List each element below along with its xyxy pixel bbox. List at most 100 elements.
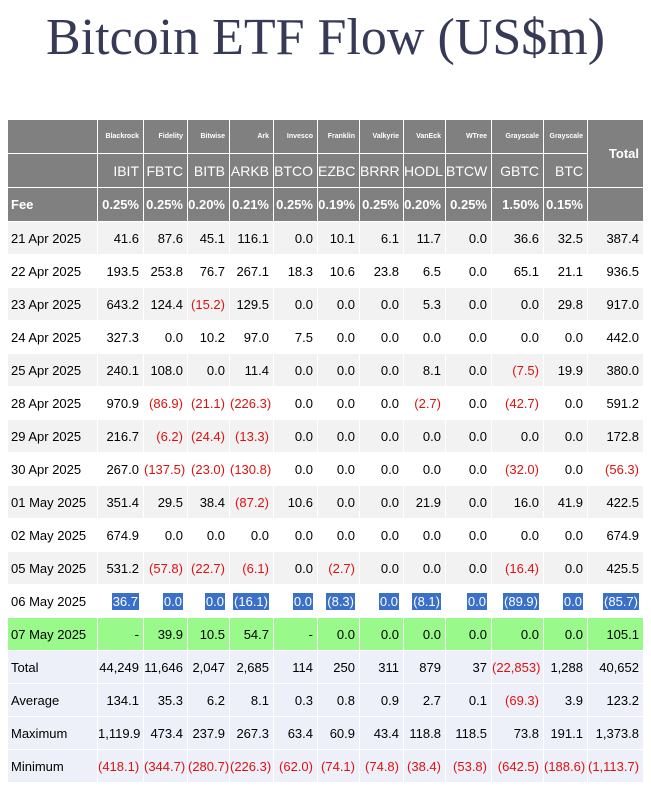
- flow-value: 172.8: [587, 419, 644, 453]
- date: 22 Apr 2025: [7, 254, 98, 288]
- flow-value: 8.1: [403, 353, 446, 387]
- summary-value: 237.9: [187, 716, 230, 750]
- summary-value: 118.8: [403, 716, 446, 750]
- flow-value: 0.0: [543, 518, 588, 552]
- flow-value: (24.4): [187, 419, 230, 453]
- flow-value: (16.4): [491, 551, 544, 585]
- flow-value: 0.0: [445, 518, 492, 552]
- flow-value: (15.2): [187, 287, 230, 321]
- flow-value: 0.0: [359, 419, 404, 453]
- issuer-name: Ark: [229, 119, 274, 154]
- issuer-name: Grayscale: [543, 119, 588, 154]
- flow-value: 0.0: [543, 452, 588, 486]
- date: 01 May 2025: [7, 485, 98, 519]
- flow-value: 10.6: [273, 485, 318, 519]
- flow-value: 0.0: [317, 353, 360, 387]
- summary-label: Average: [7, 683, 98, 717]
- data-row: 28 Apr 2025 970.9 (86.9) (21.1) (226.3) 0.0 0.…: [7, 386, 644, 420]
- summary-row: Total 44,249 11,646 2,047 2,685 114 250 311 879 3…: [7, 650, 644, 684]
- fee: 0.25%: [97, 187, 144, 222]
- date: 21 Apr 2025: [7, 221, 98, 255]
- flow-value: -: [273, 617, 318, 651]
- flow-value: 97.0: [229, 320, 274, 354]
- date: 07 May 2025: [7, 617, 98, 651]
- ticker: BTCW: [445, 153, 492, 188]
- data-row: 06 May 2025 36.7 0.0 0.0 (16.1) 0.0 (8.3) 0.0 (8…: [7, 584, 644, 618]
- issuer-name: Blackrock: [97, 119, 144, 154]
- summary-value: 250: [317, 650, 360, 684]
- flow-value: (6.1): [229, 551, 274, 585]
- issuer-name: Grayscale: [491, 119, 544, 154]
- ticker: GBTC: [491, 153, 544, 188]
- issuer-name: VanEck: [403, 119, 446, 154]
- flow-value: 10.5: [187, 617, 230, 651]
- flow-value: 442.0: [587, 320, 644, 354]
- summary-value: 3.9: [543, 683, 588, 717]
- fee-label: Fee: [7, 187, 98, 222]
- flow-value: (22.7): [187, 551, 230, 585]
- flow-value: 41.6: [97, 221, 144, 255]
- fee: 0.20%: [403, 187, 446, 222]
- summary-value: 134.1: [97, 683, 144, 717]
- selected-value: (8.1): [412, 592, 441, 610]
- summary-value: (38.4): [403, 749, 446, 783]
- flow-value: 0.0: [317, 518, 360, 552]
- summary-value: 473.4: [143, 716, 188, 750]
- ticker: BTC: [543, 153, 588, 188]
- flow-value: 45.1: [187, 221, 230, 255]
- summary-value: 123.2: [587, 683, 644, 717]
- flow-value: 10.1: [317, 221, 360, 255]
- summary-value: 73.8: [491, 716, 544, 750]
- flow-value: 129.5: [229, 287, 274, 321]
- ticker: BTCO: [273, 153, 318, 188]
- flow-value: 0.0: [403, 452, 446, 486]
- issuer-name: Fidelity: [143, 119, 188, 154]
- summary-value: 40,652: [587, 650, 644, 684]
- summary-value: 114: [273, 650, 318, 684]
- ticker: ARKB: [229, 153, 274, 188]
- summary-value: 2,047: [187, 650, 230, 684]
- summary-value: 118.5: [445, 716, 492, 750]
- flow-value: 0.0: [543, 584, 588, 618]
- flow-value: (137.5): [143, 452, 188, 486]
- summary-value: 6.2: [187, 683, 230, 717]
- flow-value: 65.1: [491, 254, 544, 288]
- selected-value: (89.9): [503, 592, 539, 610]
- flow-value: 10.6: [317, 254, 360, 288]
- flow-value: (89.9): [491, 584, 544, 618]
- flow-value: 0.0: [445, 452, 492, 486]
- summary-value: 1,373.8: [587, 716, 644, 750]
- summary-value: 8.1: [229, 683, 274, 717]
- summary-label: Maximum: [7, 716, 98, 750]
- flow-value: 0.0: [445, 386, 492, 420]
- flow-value: 76.7: [187, 254, 230, 288]
- flow-value: 327.3: [97, 320, 144, 354]
- flow-value: 936.5: [587, 254, 644, 288]
- summary-row: Average 134.1 35.3 6.2 8.1 0.3 0.8 0.9 2.7 0.1 (69…: [7, 683, 644, 717]
- flow-value: 0.0: [403, 518, 446, 552]
- flow-value: 422.5: [587, 485, 644, 519]
- flow-value: 0.0: [543, 386, 588, 420]
- summary-value: 0.9: [359, 683, 404, 717]
- data-row: 25 Apr 2025 240.1 108.0 0.0 11.4 0.0 0.0 0.0 8.1…: [7, 353, 644, 387]
- flow-value: (21.1): [187, 386, 230, 420]
- data-row: 02 May 2025 674.9 0.0 0.0 0.0 0.0 0.0 0.0 0.0 0.0…: [7, 518, 644, 552]
- flow-value: 29.5: [143, 485, 188, 519]
- flow-value: 23.8: [359, 254, 404, 288]
- flow-value: (8.1): [403, 584, 446, 618]
- flow-value: 7.5: [273, 320, 318, 354]
- flow-value: 39.9: [143, 617, 188, 651]
- ticker: IBIT: [97, 153, 144, 188]
- flow-value: 5.3: [403, 287, 446, 321]
- summary-value: 44,249: [97, 650, 144, 684]
- flow-value: 0.0: [403, 551, 446, 585]
- flow-value: 0.0: [359, 617, 404, 651]
- flow-value: 0.0: [359, 287, 404, 321]
- flow-value: 387.4: [587, 221, 644, 255]
- flow-value: 87.6: [143, 221, 188, 255]
- date: 30 Apr 2025: [7, 452, 98, 486]
- corner-cell: [7, 119, 98, 154]
- summary-value: 37: [445, 650, 492, 684]
- flow-value: 0.0: [317, 419, 360, 453]
